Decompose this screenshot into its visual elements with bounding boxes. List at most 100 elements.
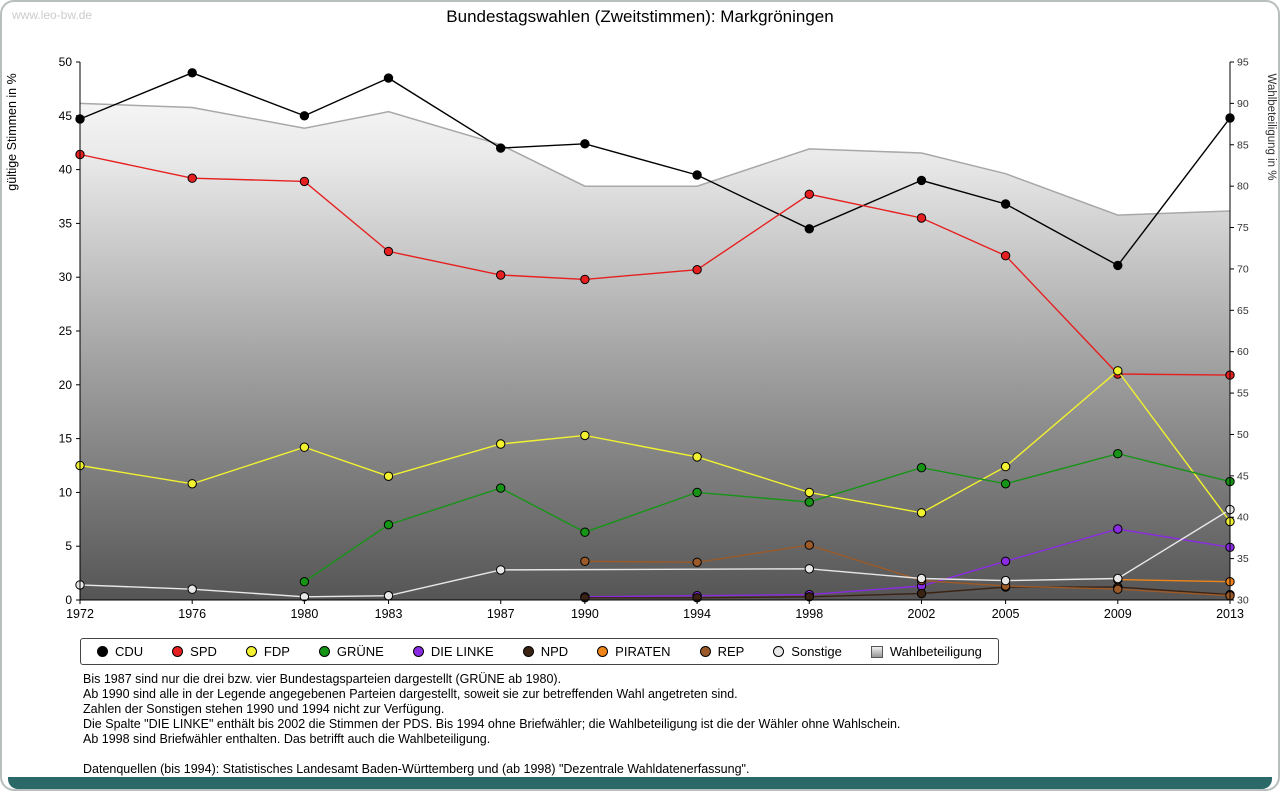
footnotes: Bis 1987 sind nur die drei bzw. vier Bun…: [83, 672, 900, 777]
svg-text:2005: 2005: [992, 607, 1020, 621]
data-point: [916, 573, 927, 584]
svg-text:40: 40: [59, 163, 73, 177]
svg-text:50: 50: [1237, 429, 1249, 441]
series-swatch: [699, 646, 711, 657]
data-point: [916, 508, 927, 518]
svg-text:2013: 2013: [1216, 607, 1244, 621]
data-point: [383, 73, 394, 83]
watermark: www.leo-bw.de: [12, 8, 93, 22]
svg-text:30: 30: [1237, 595, 1249, 607]
series-gr-ne: [299, 449, 1235, 587]
svg-text:30: 30: [59, 270, 73, 284]
data-point: [692, 557, 702, 567]
data-point: [916, 588, 927, 599]
data-point: [804, 564, 814, 574]
legend-label: Sonstige: [791, 644, 842, 659]
legend-item-fdp: FDP: [245, 644, 290, 659]
series-swatch: [245, 646, 257, 657]
footnote-line: Bis 1987 sind nur die drei bzw. vier Bun…: [83, 672, 562, 686]
series-swatch: [412, 646, 424, 657]
svg-text:0: 0: [65, 593, 72, 607]
svg-text:1998: 1998: [795, 607, 823, 621]
series-spd: [75, 149, 1235, 380]
svg-text:45: 45: [1237, 470, 1249, 482]
left-axis-title: gültige Stimmen in %: [5, 73, 19, 190]
data-point: [580, 527, 590, 537]
legend-label: PIRATEN: [615, 644, 671, 659]
legend-item-npd: NPD: [522, 644, 569, 659]
svg-text:65: 65: [1237, 305, 1249, 317]
data-point: [1000, 575, 1011, 586]
svg-text:25: 25: [59, 324, 73, 338]
legend-label: DIE LINKE: [430, 644, 494, 659]
series-swatch: [97, 646, 108, 657]
legend-label: REP: [717, 644, 745, 659]
legend-label: GRÜNE: [336, 644, 384, 659]
series-swatch: [522, 646, 534, 657]
legend-item-spd: SPD: [172, 644, 217, 659]
data-point: [1000, 556, 1011, 566]
legend-label: FDP: [263, 644, 290, 659]
svg-text:20: 20: [59, 378, 73, 392]
data-point: [916, 175, 927, 186]
data-point: [804, 497, 814, 507]
data-point: [187, 68, 197, 78]
data-point: [383, 591, 394, 601]
series-swatch: [773, 646, 785, 657]
svg-text:2009: 2009: [1104, 607, 1132, 621]
data-point: [1000, 251, 1011, 261]
data-point: [1113, 449, 1123, 459]
turnout-line: [79, 102, 1231, 216]
svg-text:45: 45: [59, 109, 73, 123]
data-point: [916, 213, 927, 223]
svg-text:1983: 1983: [375, 607, 403, 621]
svg-text:90: 90: [1237, 98, 1249, 110]
data-point: [496, 439, 506, 449]
legend-label: NPD: [540, 644, 569, 659]
svg-text:95: 95: [1237, 57, 1249, 69]
data-point: [916, 463, 927, 473]
footnote-line: Ab 1990 sind alle in der Legende angegeb…: [83, 687, 738, 701]
data-point: [383, 520, 394, 530]
svg-text:2002: 2002: [908, 607, 936, 621]
footnote-line: Ab 1998 sind Briefwähler enthalten. Das …: [83, 732, 491, 746]
legend: CDU SPD FDP GRÜNE DIE LINKE NPD PIRATEN REP Sons…: [80, 638, 999, 665]
data-point: [804, 540, 814, 550]
svg-text:85: 85: [1237, 139, 1249, 151]
svg-text:10: 10: [59, 485, 73, 499]
legend-label: Wahlbeteiligung: [889, 644, 982, 659]
data-point: [496, 483, 506, 493]
series-swatch: [172, 646, 184, 657]
svg-text:1990: 1990: [571, 607, 599, 621]
data-point: [692, 487, 702, 498]
svg-text:70: 70: [1237, 263, 1249, 275]
svg-text:80: 80: [1237, 181, 1249, 193]
series-swatch: [597, 646, 609, 657]
svg-text:55: 55: [1237, 388, 1249, 400]
data-point: [580, 556, 590, 566]
data-point: [496, 270, 506, 280]
data-point: [580, 430, 590, 441]
data-point: [187, 584, 197, 594]
legend-item-piraten: PIRATEN: [597, 644, 671, 659]
footnote-line: Zahlen der Sonstigen stehen 1990 und 199…: [83, 702, 445, 716]
data-point: [1113, 524, 1123, 534]
data-point: [299, 111, 310, 121]
data-point: [580, 274, 590, 285]
right-axis-title: Wahlbeteiligung in %: [1265, 74, 1277, 181]
data-point: [1000, 461, 1011, 472]
svg-text:5: 5: [65, 539, 72, 553]
bottom-bar: [8, 777, 1272, 789]
data-point: [692, 170, 702, 180]
svg-text:1987: 1987: [487, 607, 515, 621]
data-point: [383, 246, 394, 257]
data-point: [1000, 199, 1011, 209]
data-point: [1113, 260, 1123, 271]
legend-item-sonstige: Sonstige: [773, 644, 842, 659]
legend-label: SPD: [190, 644, 217, 659]
svg-text:40: 40: [1237, 512, 1249, 524]
turnout-swatch: [870, 645, 883, 658]
data-point: [299, 176, 310, 187]
data-point: [187, 479, 197, 489]
